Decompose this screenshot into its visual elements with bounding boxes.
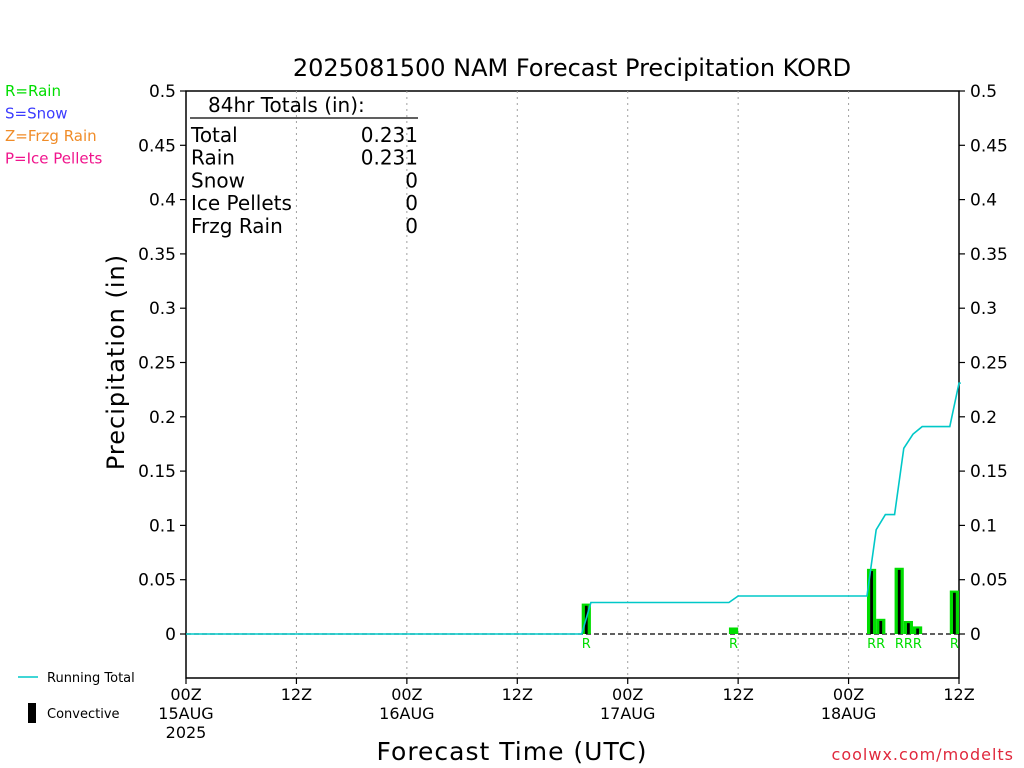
- y-tick-label-right: 0.2: [970, 408, 997, 428]
- y-tick-label-right: 0.25: [970, 354, 1008, 374]
- y-tick-label-right: 0.3: [970, 299, 997, 319]
- y-tick-label-right: 0.35: [970, 245, 1008, 265]
- convective-bar: [916, 628, 919, 634]
- totals-row-value: 0.231: [361, 123, 418, 147]
- running-total-polyline: [186, 382, 961, 635]
- bar-type-labels: R R RR RRR R: [582, 637, 959, 652]
- y-tick-label: 0.3: [149, 299, 176, 319]
- x-tick-label: 12Z: [281, 685, 312, 704]
- totals-row-value: 0.231: [361, 146, 418, 170]
- type-legend-item: Z=Frzg Rain: [5, 127, 97, 145]
- y-tick-label-right: 0.5: [970, 82, 997, 102]
- y-tick-label: 0.2: [149, 408, 176, 428]
- y-tick-label: 0.15: [138, 462, 176, 482]
- line-legend: Running Total Convective: [18, 671, 135, 723]
- running-total-line: [186, 382, 961, 635]
- totals-row-value: 0: [405, 191, 418, 215]
- y-tick-label: 0.1: [149, 516, 176, 536]
- x-tick-date: 15AUG: [158, 704, 213, 723]
- totals-row-label: Total: [190, 123, 238, 147]
- plot-frame: [185, 90, 960, 679]
- convective-legend-label: Convective: [47, 707, 120, 722]
- convective-bar: [907, 623, 910, 634]
- y-tick-label: 0.35: [138, 245, 176, 265]
- running-total-legend-label: Running Total: [47, 671, 135, 686]
- precip-type-legend: R=Rain S=Snow Z=Frzg Rain P=Ice Pellets: [5, 82, 102, 168]
- x-tick-label: 12Z: [943, 685, 974, 704]
- y-tick-label: 0: [165, 625, 176, 645]
- y-tick-label: 0.25: [138, 354, 176, 374]
- totals-title: 84hr Totals (in):: [208, 93, 365, 117]
- totals-row-label: Ice Pellets: [191, 191, 292, 215]
- type-legend-item: R=Rain: [5, 82, 61, 100]
- y-tick-label-right: 0.1: [970, 516, 997, 536]
- y-tick-label: 0.4: [149, 191, 176, 211]
- bar-type-label: R: [729, 637, 738, 652]
- x-tick-label: 12Z: [722, 685, 753, 704]
- x-tick-label: 00Z: [170, 685, 201, 704]
- y-tick-label: 0.45: [138, 136, 176, 156]
- x-tick-date: 16AUG: [379, 704, 434, 723]
- y-tick-label-right: 0: [970, 625, 981, 645]
- totals-row-value: 0: [405, 168, 418, 192]
- type-legend-item: P=Ice Pellets: [5, 150, 102, 168]
- totals-box: 84hr Totals (in): Total 0.231 Rain 0.231 Sno…: [190, 93, 418, 238]
- bar-type-label: R: [582, 637, 591, 652]
- credit-text: coolwx.com/modelts: [832, 745, 1014, 764]
- convective-bar: [953, 592, 956, 634]
- x-axis-label: Forecast Time (UTC): [377, 737, 648, 766]
- convective-bar: [879, 620, 883, 634]
- bar-type-label: RRR: [895, 637, 922, 652]
- rain-bar: [728, 627, 739, 634]
- x-tick-date: 17AUG: [600, 704, 655, 723]
- x-tick-label: 00Z: [391, 685, 422, 704]
- x-tick-label: 00Z: [612, 685, 643, 704]
- y-tick-label: 0.5: [149, 82, 176, 102]
- x-tick-label: 12Z: [502, 685, 533, 704]
- y-tick-label: 0.05: [138, 571, 176, 591]
- y-axis-left: 0.5 0.45 0.4 0.35 0.3 0.25 0.2 0.15 0.1 0.05 0: [138, 82, 186, 645]
- type-legend-item: S=Snow: [5, 105, 68, 123]
- x-tick-year: 2025: [166, 723, 207, 742]
- x-tick-label: 00Z: [833, 685, 864, 704]
- totals-row-label: Rain: [191, 146, 235, 170]
- totals-row-label: Snow: [191, 168, 245, 192]
- totals-row-label: Frzg Rain: [191, 214, 283, 238]
- convective-bar: [897, 569, 901, 634]
- bar-type-label: R: [950, 637, 959, 652]
- y-tick-label-right: 0.45: [970, 136, 1008, 156]
- bar-type-label: RR: [867, 637, 885, 652]
- grid-lines: [186, 91, 959, 678]
- totals-row-value: 0: [405, 214, 418, 238]
- y-tick-label-right: 0.4: [970, 191, 997, 211]
- y-tick-label-right: 0.15: [970, 462, 1008, 482]
- chart-title: 2025081500 NAM Forecast Precipitation KO…: [293, 54, 851, 82]
- convective-bar: [870, 571, 873, 634]
- precip-bars: [581, 567, 959, 634]
- y-axis-right: 0.5 0.45 0.4 0.35 0.3 0.25 0.2 0.15 0.1 0.05 0: [959, 82, 1008, 645]
- y-tick-label-right: 0.05: [970, 571, 1008, 591]
- convective-swatch: [28, 703, 36, 723]
- x-tick-date: 18AUG: [821, 704, 876, 723]
- y-axis-label: Precipitation (in): [102, 254, 130, 470]
